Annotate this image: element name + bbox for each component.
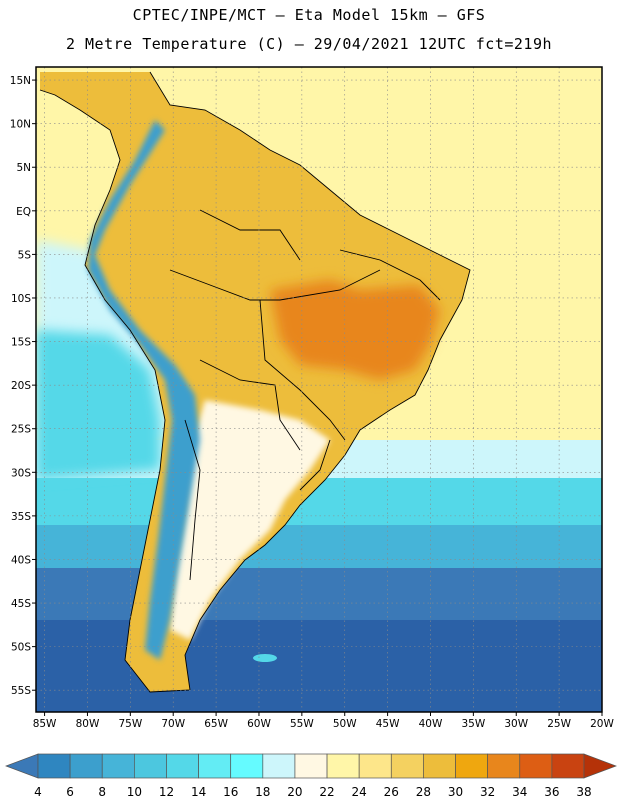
falkland-islands [253,654,277,662]
latitude-tick-label: 25S [11,424,31,436]
latitude-tick-label: 55S [11,685,31,697]
latitude-tick-label: 10N [10,119,31,131]
continent-coastline [39,71,471,693]
southern-cool-land [170,400,330,640]
colorbar-level-label: 10 [127,785,142,799]
map-title-line-2: 2 Metre Temperature (C) – 29/04/2021 12U… [65,35,553,53]
colorbar-swatch [423,753,456,779]
colorbar-level-label: 28 [416,785,431,799]
colorbar-level-label: 36 [544,785,559,799]
latitude-tick-label: 45S [11,598,31,610]
longitude-tick-label: 40W [419,718,443,730]
colorbar-swatch [198,753,232,779]
andes-cold-strip [88,120,200,660]
colorbar-level-label: 22 [319,785,334,799]
colorbar-swatch [358,753,392,779]
border-line [339,249,441,301]
cool-sea-band [36,568,602,623]
longitude-tick-label: 50W [333,718,357,730]
colorbar-level-label: 8 [98,785,106,799]
longitude-tick-label: 55W [290,718,314,730]
longitude-tick-label: 35W [461,718,485,730]
colorbar-level-label: 16 [223,785,238,799]
border-line [169,269,381,301]
longitude-tick-labels: 85W 80W 75W 70W 65W 60W 55W 50W 45W 40W 35W 30W 25W 2… [33,718,615,730]
colorbar-swatch [37,753,71,779]
latitude-tick-label: 15S [11,337,31,349]
pacific-cyan-region [36,330,160,480]
longitude-tick-label: 65W [204,718,228,730]
colorbar-swatch [519,753,553,779]
colorbar-level-label: 12 [159,785,174,799]
border-line [199,209,301,261]
border-line [184,419,201,581]
colorbar-level-label: 6 [66,785,74,799]
colorbar-level-label: 24 [352,785,367,799]
longitude-tick-label: 70W [161,718,185,730]
latitude-tick-label: 30S [11,467,31,479]
colorbar-level-label: 4 [34,785,42,799]
longitude-tick-label: 75W [118,718,142,730]
colorbar-level-label: 32 [480,785,495,799]
colorbar-swatch [101,753,135,779]
map-title-line-1: CPTEC/INPE/MCT – Eta Model 15km – GFS [132,6,486,24]
latitude-tick-label: 5N [16,162,31,174]
latitude-tick-label: 35S [11,511,31,523]
colorbar-level-label: 18 [255,785,270,799]
colorbar-level-label: 30 [448,785,463,799]
map-frame [35,66,603,713]
latitude-tick-label: 40S [11,554,31,566]
colorbar-swatch [230,753,264,779]
colorbar-level-label: 26 [384,785,399,799]
latitude-tick-label: 5S [18,249,32,261]
border-line [259,299,346,441]
longitude-tick-label: 30W [504,718,528,730]
colorbar-swatch [294,753,328,779]
colorbar-level-label: 14 [191,785,206,799]
longitude-tick-label: 45W [376,718,400,730]
longitude-tick-label: 85W [33,718,57,730]
latitude-tick-label: 50S [11,642,31,654]
colorbar-high-arrow [583,753,617,779]
latitude-tick-label: 15N [10,75,31,87]
colorbar-level-label: 20 [287,785,302,799]
colorbar-swatch [551,753,585,779]
longitude-tick-label: 25W [547,718,571,730]
latitude-tick-label: 10S [11,293,31,305]
colorbar-swatch [134,753,167,779]
longitude-tick-label: 60W [247,718,271,730]
colorbar-low-arrow [5,753,39,779]
colorbar-swatch [166,753,199,779]
latitude-tick-labels: 15N 10N 5N EQ 5S 10S 15S 20S 25S 30S 35S 40S 45S 50S 5… [10,75,32,697]
longitude-tick-label: 80W [76,718,100,730]
colorbar-swatch [487,753,521,779]
colorbar-level-label: 34 [512,785,527,799]
colorbar-swatch [326,753,360,779]
colorbar: 4 6 8 10 12 14 16 18 20 22 24 26 28 30 32 34 36 38 [5,753,617,799]
colorbar-swatch [455,753,488,779]
latitude-tick-label: 20S [11,380,31,392]
colorbar-swatch [390,753,424,779]
colorbar-swatch [69,753,103,779]
latitude-tick-label: EQ [16,206,31,218]
colorbar-level-label: 38 [576,785,591,799]
border-line [299,439,331,491]
longitude-tick-label: 20W [590,718,614,730]
hot-interior-region [270,280,440,380]
cold-sea-band [36,620,602,712]
colorbar-swatch [262,753,296,779]
temperature-field [36,67,602,712]
mild-sea-band [36,525,602,570]
